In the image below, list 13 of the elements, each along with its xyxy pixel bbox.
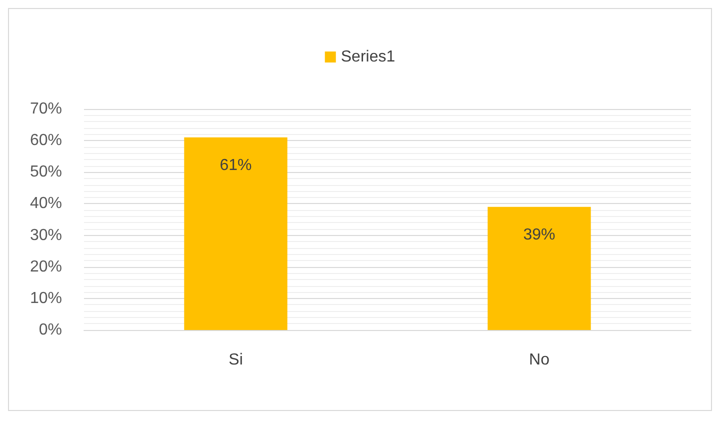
y-tick-label: 60% — [30, 132, 62, 150]
legend-label: Series1 — [340, 48, 396, 66]
y-tick-label: 40% — [30, 195, 62, 212]
data-label: 39% — [523, 226, 556, 244]
y-tick-label: 70% — [30, 100, 62, 118]
x-tick-label: No — [529, 352, 550, 368]
y-tick-label: 10% — [30, 290, 62, 307]
y-tick-label: 0% — [38, 322, 62, 338]
data-label: 61% — [220, 156, 252, 174]
y-tick-label: 30% — [30, 226, 62, 244]
y-tick-label: 50% — [30, 164, 62, 181]
x-tick-label: Si — [228, 352, 243, 368]
y-tick-label: 20% — [30, 258, 62, 276]
